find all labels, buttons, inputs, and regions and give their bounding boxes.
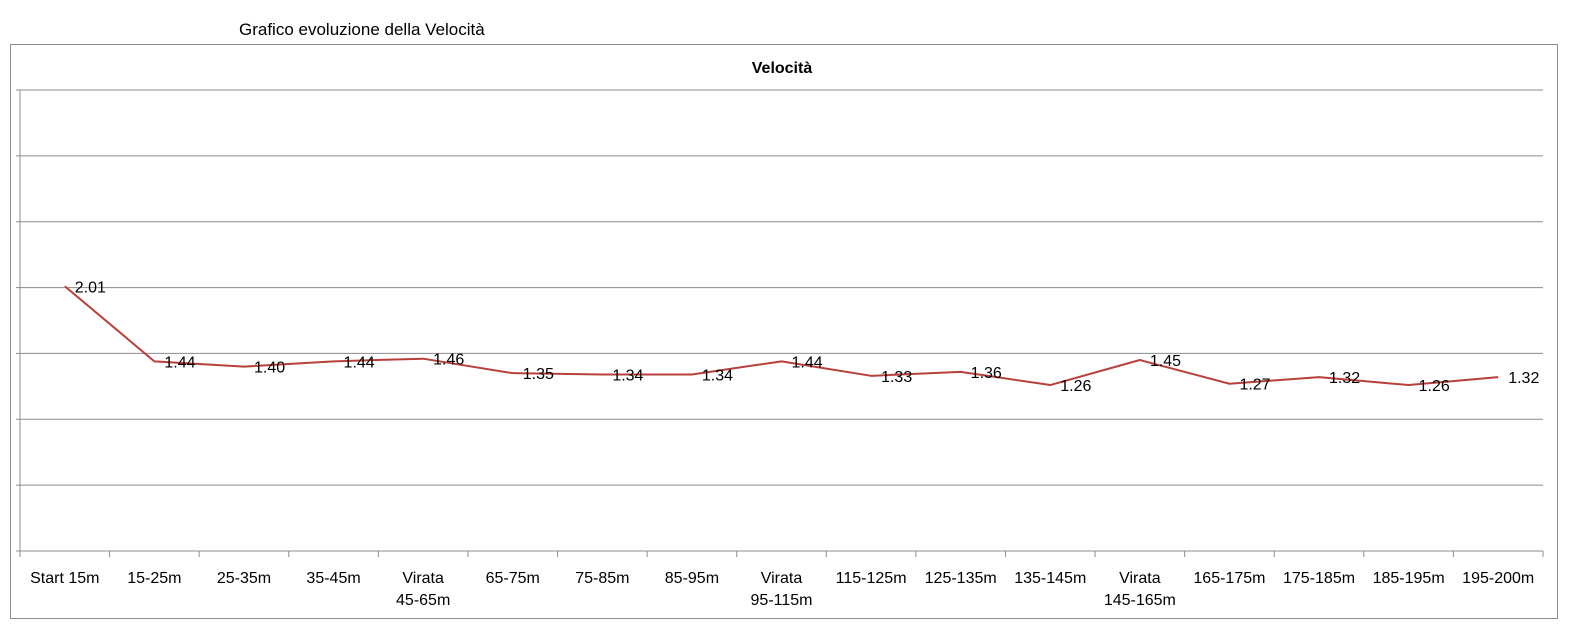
- x-tick-label: 165-175m: [1193, 570, 1265, 587]
- x-tick-label: 135-145m: [1014, 570, 1086, 587]
- data-label: 1.32: [1508, 370, 1539, 387]
- data-label: 1.26: [1060, 378, 1091, 395]
- data-label: 1.46: [433, 352, 464, 369]
- data-labels: 2.01 1.44 1.40 1.44 1.46 1.35 1.34 1.34 1.44 1.33…: [75, 279, 1540, 395]
- x-tick-labels: Start 15m 15-25m 25-35m 35-45m Virata 45-65m 6…: [30, 570, 1534, 609]
- data-label: 2.01: [75, 279, 106, 296]
- x-tick-label: Start 15m: [30, 570, 99, 587]
- x-tick-label: 75-85m: [575, 570, 629, 587]
- series-velocita: [64, 285, 1499, 387]
- data-label: 1.26: [1419, 378, 1450, 395]
- x-tick-label: 25-35m: [217, 570, 271, 587]
- x-tick-label: Virata 145-165m: [1104, 570, 1176, 609]
- data-label: 1.44: [792, 354, 823, 371]
- x-tick-label: 85-95m: [665, 570, 719, 587]
- data-label: 1.44: [344, 354, 375, 371]
- x-tick-label: Virata 45-65m: [396, 570, 450, 609]
- gridlines: [20, 89, 1543, 486]
- x-tick-label: 185-195m: [1373, 570, 1445, 587]
- data-label: 1.34: [702, 368, 733, 385]
- x-tick-label: Virata 95-115m: [751, 570, 813, 609]
- x-tick-label: 35-45m: [306, 570, 360, 587]
- data-label: 1.27: [1239, 377, 1270, 394]
- x-tick-label: 125-135m: [925, 570, 997, 587]
- data-label: 1.32: [1329, 370, 1360, 387]
- x-axis: [16, 89, 1544, 557]
- x-tick-label: 175-185m: [1283, 570, 1355, 587]
- data-label: 1.34: [612, 368, 643, 385]
- data-label: 1.44: [164, 354, 195, 371]
- data-label: 1.35: [523, 366, 554, 383]
- data-label: 1.33: [881, 369, 912, 386]
- x-tick-label: 15-25m: [127, 570, 181, 587]
- chart-title: Velocità: [752, 60, 813, 77]
- data-label: 1.36: [971, 365, 1002, 382]
- data-label: 1.40: [254, 360, 285, 377]
- sheet-title: Grafico evoluzione della Velocità: [239, 20, 485, 39]
- chart-frame: [10, 44, 1558, 619]
- x-tick-label: 195-200m: [1462, 570, 1534, 587]
- data-label: 1.45: [1150, 353, 1181, 370]
- x-tick-label: 65-75m: [486, 570, 540, 587]
- x-tick-label: 115-125m: [836, 570, 907, 587]
